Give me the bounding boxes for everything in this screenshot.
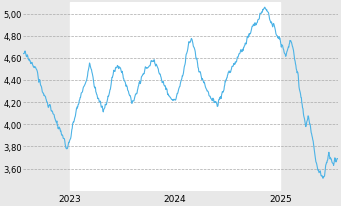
Bar	[70, 4, 280, 191]
